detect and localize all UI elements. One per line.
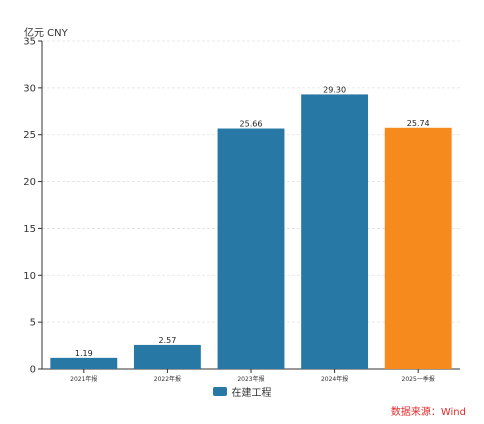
- y-axis-unit-label: 亿元 CNY: [24, 28, 68, 39]
- legend-swatch: [212, 387, 227, 396]
- y-tick-label: 20: [23, 177, 36, 188]
- y-tick-label: 15: [23, 224, 36, 235]
- y-tick-label: 5: [30, 318, 36, 329]
- label-layer: 1.19 2021年报 2.57 2022年报 25.66 2023年报 29.30 2024…: [70, 85, 435, 383]
- x-tick-label: 2021年报: [70, 375, 97, 383]
- bar: [384, 127, 452, 370]
- x-tick-label: 2024年报: [321, 375, 348, 383]
- y-tick-label: 30: [23, 83, 36, 94]
- x-tick-label: 2022年报: [154, 375, 181, 383]
- y-tick-label: 35: [23, 37, 36, 48]
- x-tick-label: 2023年报: [237, 375, 264, 383]
- data-label: 29.30: [323, 85, 346, 94]
- data-label: 1.19: [75, 349, 93, 358]
- y-tick-label: 10: [23, 271, 36, 282]
- bar: [301, 94, 369, 369]
- bar: [133, 344, 201, 369]
- legend-label: 在建工程: [231, 388, 272, 399]
- data-label: 25.74: [407, 119, 430, 128]
- y-tick-label: 25: [23, 130, 36, 141]
- legend: 在建工程: [0, 384, 484, 399]
- data-label: 25.66: [240, 120, 263, 129]
- x-tick-label: 2025一季报: [402, 375, 435, 383]
- bar: [50, 357, 118, 369]
- y-tick-label: 0: [30, 365, 36, 376]
- bar-layer: [50, 94, 452, 370]
- data-label: 2.57: [158, 336, 176, 345]
- source-note: 数据来源：Wind: [390, 407, 466, 418]
- bar: [217, 128, 285, 369]
